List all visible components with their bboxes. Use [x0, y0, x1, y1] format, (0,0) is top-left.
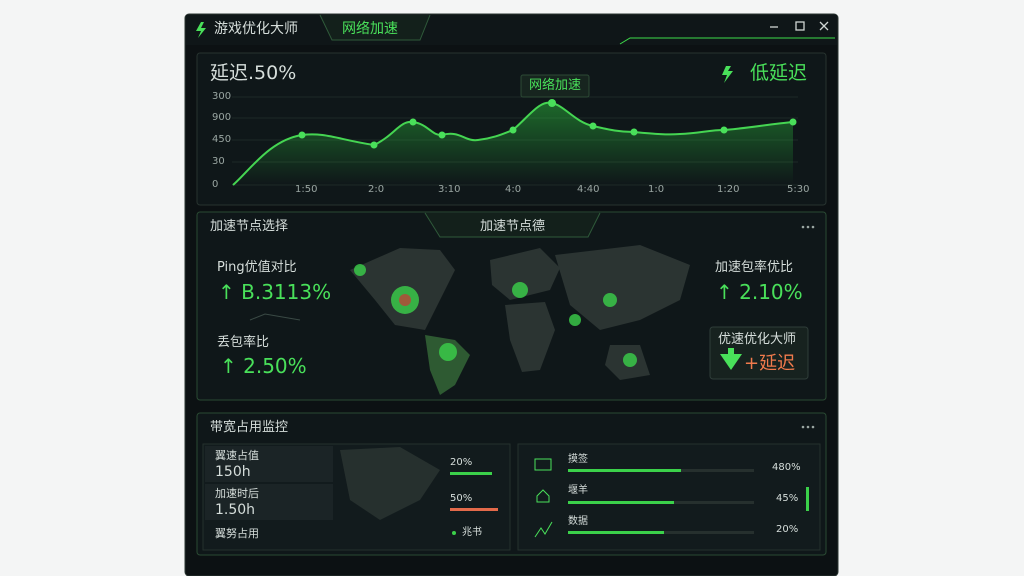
bar [450, 472, 492, 475]
row-label: 摸签 [568, 454, 588, 465]
stat-value-text: 2.50% [243, 354, 307, 378]
map-hotspot [399, 294, 411, 306]
title-bar [186, 15, 837, 45]
axis-label: 4:40 [577, 184, 600, 195]
dot [452, 531, 456, 535]
row-label: 翼速占值 [215, 449, 259, 462]
card [709, 326, 809, 380]
stat-value: ↑ 2.10% [716, 280, 803, 304]
down-icon [720, 348, 742, 370]
tab [424, 212, 601, 238]
axis-label: 2:0 [368, 184, 385, 195]
stat-value-text: B.3113% [241, 280, 332, 304]
divider [249, 313, 301, 321]
row-value: 1.50h [215, 502, 256, 518]
stat-value: ↑ 2.50% [220, 354, 307, 378]
axis-label: 300 [212, 91, 232, 102]
axis-label: 1:0 [648, 184, 665, 195]
row-label: 加速时后 [215, 487, 259, 500]
row-value: 150h [215, 464, 251, 480]
row-icons [534, 458, 553, 538]
accent [619, 37, 835, 45]
tab [319, 14, 431, 41]
badge: 低延迟 [750, 62, 808, 84]
tab-label[interactable]: 加速节点德 [480, 219, 546, 234]
row-bg [205, 446, 333, 482]
stat-label: 丢包率比 [217, 335, 270, 350]
bar-label: 50% [450, 493, 473, 504]
callout: 网络加速 [529, 78, 582, 93]
bolt-icon [722, 66, 733, 83]
row-label: 数据 [568, 516, 588, 527]
row-value: 20% [776, 524, 799, 535]
area [233, 102, 793, 185]
right-card [517, 443, 821, 551]
callout-box [520, 74, 590, 98]
row-label: 堰羊 [568, 485, 588, 496]
logo-icon [196, 22, 206, 38]
mini-map [340, 447, 440, 520]
bar-label: 20% [450, 457, 473, 468]
axis-label: 1:20 [717, 184, 740, 195]
bar [450, 508, 498, 511]
axis-label: 30 [212, 156, 225, 167]
axis-label: 3:10 [438, 184, 461, 195]
card-value: +延迟 [744, 353, 796, 374]
right-bars [568, 469, 809, 534]
stat-value: ↑ B.3113% [218, 280, 332, 304]
more-icons[interactable] [801, 225, 815, 429]
axis-label: 0 [212, 179, 219, 190]
card-title: 优速优化大师 [718, 332, 797, 347]
row-value: 480% [772, 462, 801, 473]
stat-value-text: 2.10% [739, 280, 803, 304]
stat-label: Ping优值对比 [217, 260, 297, 275]
window-controls[interactable] [770, 21, 829, 31]
world-map [350, 245, 690, 395]
bar-label: 兆书 [462, 527, 482, 538]
stat-label: 加速包率优比 [715, 260, 794, 275]
panel-title: 带宽占用监控 [210, 420, 289, 435]
axis-label: 900 [212, 112, 232, 123]
axis-label: 450 [212, 134, 232, 145]
panel-title: 加速节点选择 [210, 219, 289, 234]
row-value: 45% [776, 493, 799, 504]
window-title: 游戏优化大师 [214, 21, 298, 37]
tab-label[interactable]: 网络加速 [342, 21, 398, 37]
row-label: 翼努占用 [215, 527, 259, 540]
axis-label: 1:50 [295, 184, 318, 195]
points [298, 99, 797, 149]
row-bg [205, 484, 333, 520]
axis-label: 4:0 [505, 184, 522, 195]
panel-title: 延迟.50% [210, 62, 297, 84]
axis-label: 5:30 [787, 184, 810, 195]
